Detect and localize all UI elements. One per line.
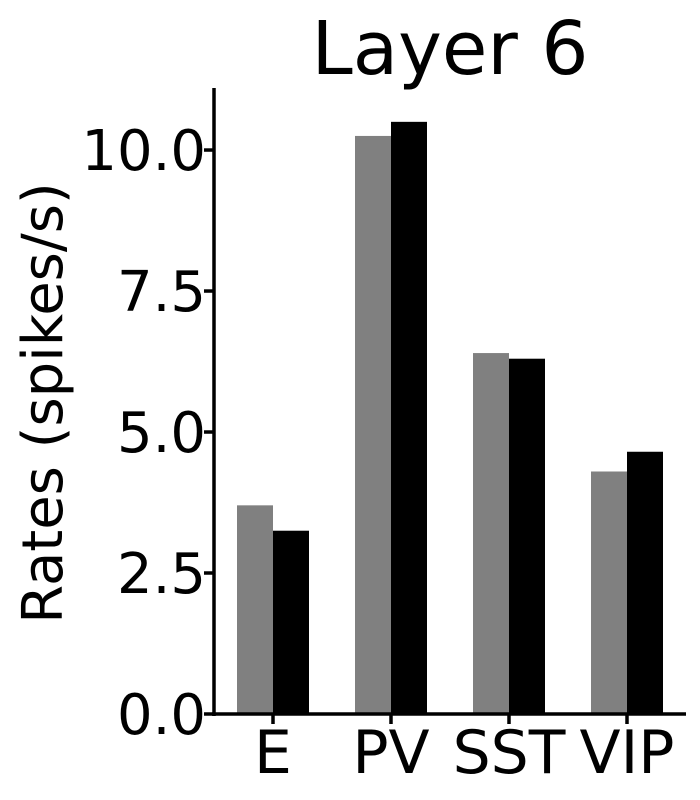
y-tick-label: 10.0 — [81, 119, 206, 184]
x-tick-label: VIP — [580, 718, 675, 788]
y-tick-label: 0.0 — [117, 683, 206, 748]
x-tick-label: SST — [453, 718, 566, 788]
bar-pv-series-2 — [391, 121, 427, 715]
y-axis-label: Rates (spikes/s) — [11, 182, 76, 623]
bars-group — [237, 121, 663, 715]
y-tick-label: 7.5 — [117, 260, 206, 325]
bar-sst-series-1 — [473, 353, 509, 714]
y-ticks-group: 0.0 2.5 5.0 7.5 10.0 — [81, 119, 214, 748]
bar-pv-series-1 — [355, 135, 391, 714]
bar-vip-series-2 — [627, 451, 663, 714]
x-ticks-group: E PV SST VIP — [254, 714, 674, 788]
chart-title: Layer 6 — [312, 6, 589, 92]
bar-vip-series-1 — [591, 471, 627, 714]
bar-e-series-1 — [237, 505, 273, 714]
x-tick-label: PV — [352, 718, 429, 788]
y-tick-label: 2.5 — [117, 542, 206, 607]
bar-sst-series-2 — [509, 358, 545, 714]
x-tick-label: E — [254, 718, 292, 788]
y-tick-label: 5.0 — [117, 401, 206, 466]
bar-e-series-2 — [273, 530, 309, 714]
